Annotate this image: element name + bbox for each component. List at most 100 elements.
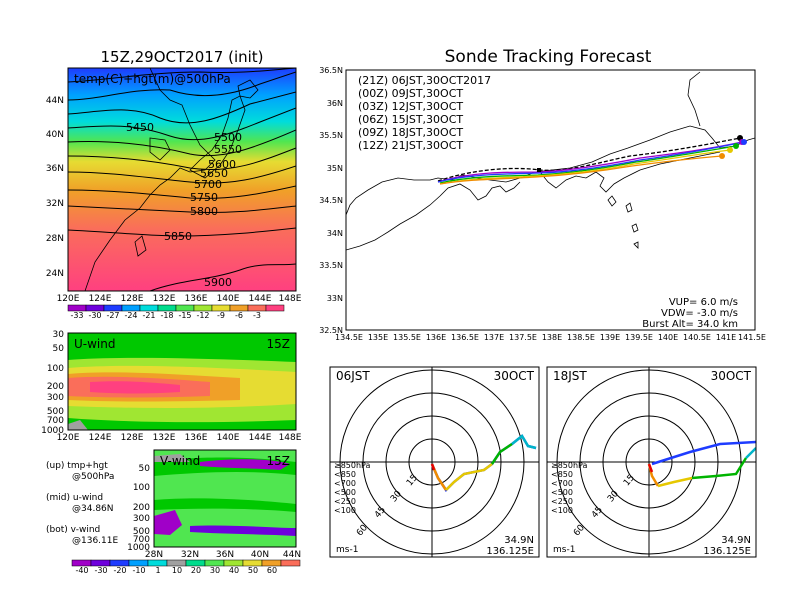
- lat-label: 44N: [46, 96, 64, 106]
- note-line: (bot) v-wind: [46, 525, 100, 535]
- note-line: (mid) u-wind: [46, 493, 103, 503]
- vdw-text: VDW= -3.0 m/s: [661, 308, 738, 319]
- track-legend-item: (00Z) 09JST,30OCT: [358, 87, 463, 100]
- hodo-legend-item: <850: [551, 470, 573, 479]
- hodo-legend-item: ≥850hPa: [551, 461, 588, 470]
- colorbar-label: -6: [235, 311, 243, 320]
- note-line: (up) tmp+hgt: [46, 461, 108, 471]
- lon-label: 140E: [658, 333, 678, 342]
- contour-label: 5850: [164, 230, 192, 243]
- hodo-legend-item: <500: [334, 488, 356, 497]
- level-label: 50: [139, 464, 151, 474]
- lon-label: 140E: [217, 433, 240, 443]
- lat-label: 32.5N: [319, 326, 343, 335]
- lat-label: 36N: [216, 550, 234, 560]
- colorbar-label: -9: [217, 311, 225, 320]
- lon-label: 138.5E: [567, 333, 595, 342]
- lon-label: 136E: [426, 333, 446, 342]
- u-wind-label: U-wind: [74, 337, 115, 351]
- colorbar-label: -30: [88, 311, 101, 320]
- hodo-legend-item: <250: [334, 497, 356, 506]
- colorbar-label: 20: [191, 566, 201, 575]
- lat-label: 34N: [327, 229, 343, 238]
- lon-label: 132E: [153, 433, 176, 443]
- level-label: 200: [133, 503, 150, 513]
- lon-label: 128E: [121, 294, 144, 304]
- left-title: 15Z,29OCT2017 (init): [100, 48, 263, 66]
- level-label: 100: [133, 483, 150, 493]
- track-map: (21Z) 06JST,30OCT2017 (00Z) 09JST,30OCT …: [319, 66, 766, 342]
- contour-label: 5450: [126, 121, 154, 134]
- lat-label: 34.5N: [319, 196, 343, 205]
- hodo-left-lon: 136.125E: [486, 546, 534, 557]
- izu-coastline: [539, 151, 721, 193]
- lon-label: 141.5E: [738, 333, 766, 342]
- top-map-label: temp(C)+hgt(m)@500hPa: [74, 72, 231, 86]
- kii-coastline: [346, 181, 521, 251]
- colorbar-label: -40: [75, 566, 88, 575]
- lon-label: 124E: [89, 294, 112, 304]
- lat-label: 44N: [283, 550, 301, 560]
- level-label: 700: [133, 535, 150, 545]
- track-legend-item: (03Z) 12JST,30OCT: [358, 100, 463, 113]
- contour-label: 5750: [190, 191, 218, 204]
- lon-label: 135E: [368, 333, 388, 342]
- note-line: @500hPa: [72, 472, 114, 482]
- colorbar-label: -3: [253, 311, 261, 320]
- hokkaido-coastline: [237, 79, 259, 99]
- colorbar-label: 30: [210, 566, 220, 575]
- lon-label: 137E: [484, 333, 504, 342]
- hodo-left-date: 30OCT: [494, 369, 535, 383]
- island: [633, 241, 639, 249]
- v-wind-label: V-wind: [160, 454, 200, 468]
- colorbar-label: -33: [70, 311, 83, 320]
- colorbar-label: 60: [267, 566, 277, 575]
- lon-label: 144E: [249, 433, 272, 443]
- korea-coastline: [149, 137, 171, 161]
- lon-label: 144E: [249, 294, 272, 304]
- level-label: 50: [53, 344, 65, 354]
- hodo-legend-item: <100: [334, 506, 356, 515]
- level-label: 100: [47, 364, 64, 374]
- track-12z: [439, 155, 723, 185]
- u-wind-time: 15Z: [267, 337, 291, 351]
- track-21z: [437, 137, 741, 182]
- lat-label: 40N: [251, 550, 269, 560]
- contour-label: 5700: [194, 178, 222, 191]
- lon-label: 141E: [716, 333, 736, 342]
- lon-label: 140.5E: [683, 333, 711, 342]
- vup-text: VUP= 6.0 m/s: [669, 297, 738, 308]
- lat-label: 33N: [327, 294, 343, 303]
- level-label: 200: [47, 382, 64, 392]
- hodograph-left: 06JST 30OCT 34.9N 136.125E ms-1 15 30 45…: [329, 366, 540, 558]
- lon-label: 140E: [217, 294, 240, 304]
- colorbar-label: -24: [124, 311, 137, 320]
- track-legend-item: (09Z) 18JST,30OCT: [358, 126, 463, 139]
- track-legend-item: (06Z) 15JST,30OCT: [358, 113, 463, 126]
- colorbar-label: -12: [196, 311, 209, 320]
- colorbar-label: -30: [94, 566, 107, 575]
- hodo-right-date: 30OCT: [711, 369, 752, 383]
- lon-label: 148E: [279, 433, 302, 443]
- hodo-legend-item: <100: [551, 506, 573, 515]
- colorbar-label: -15: [178, 311, 191, 320]
- temperature-field: [68, 68, 296, 291]
- hodo-legend-item: <700: [551, 479, 573, 488]
- lon-label: 135.5E: [393, 333, 421, 342]
- hodograph-right: 18JST 30OCT 34.9N 136.125E ms-1 15 30 45…: [546, 366, 757, 558]
- colorbar-label: -21: [142, 311, 155, 320]
- lat-label: 33.5N: [319, 261, 343, 270]
- track-legend-item: (12Z) 21JST,30OCT: [358, 139, 463, 152]
- hodo-right-unit: ms-1: [553, 545, 575, 555]
- contour-label: 5600: [208, 158, 236, 171]
- lat-label: 35.5N: [319, 131, 343, 140]
- colorbar-label: -18: [160, 311, 173, 320]
- right-title: Sonde Tracking Forecast: [445, 47, 652, 67]
- level-label: 700: [47, 416, 64, 426]
- lon-label: 136.5E: [451, 333, 479, 342]
- lon-label: 139.5E: [625, 333, 653, 342]
- northeast-coastline: [687, 71, 701, 127]
- level-label: 500: [133, 527, 150, 537]
- mainland-coastline: [84, 68, 216, 291]
- lat-label: 28N: [145, 550, 163, 560]
